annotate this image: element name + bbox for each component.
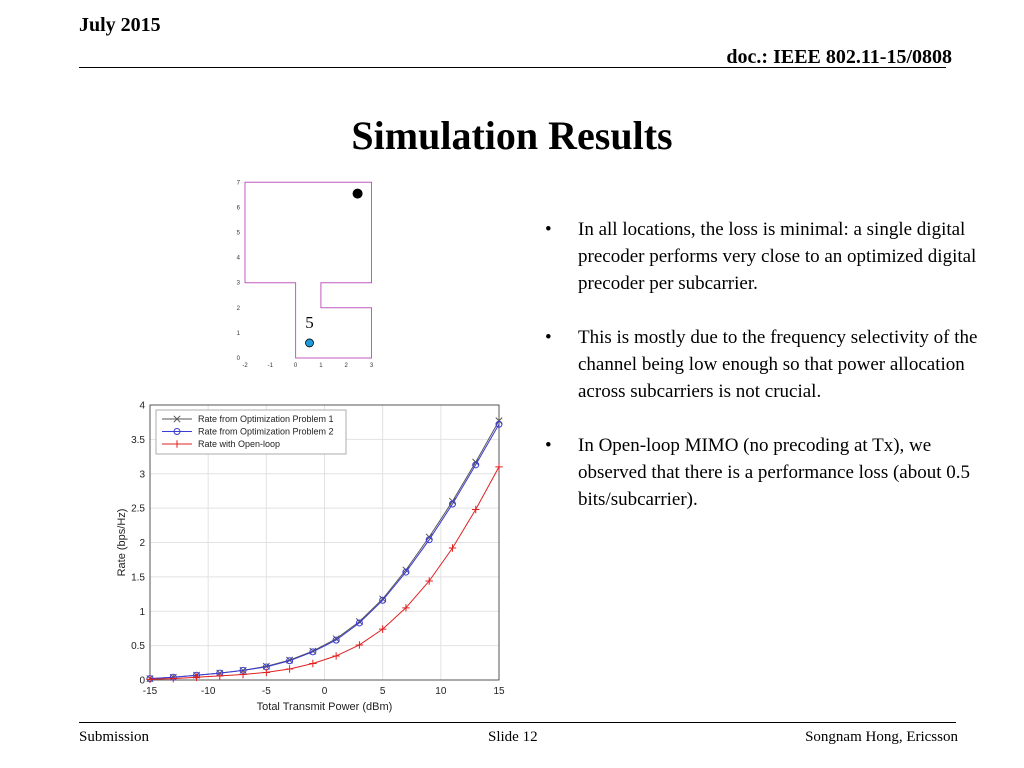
y-tick-label: 1 bbox=[139, 607, 145, 618]
data-point bbox=[285, 665, 294, 673]
data-point bbox=[309, 659, 317, 668]
bullet-dot-icon: • bbox=[545, 435, 552, 456]
floorplan-x-tick-label: 0 bbox=[294, 363, 298, 369]
location-label: 5 bbox=[305, 313, 314, 332]
x-tick-label: 10 bbox=[435, 686, 447, 697]
series-3 bbox=[146, 463, 503, 684]
y-tick-label: 3.5 bbox=[131, 435, 145, 446]
floorplan-y-tick-label: 6 bbox=[237, 205, 241, 211]
x-axis-label: Total Transmit Power (dBm) bbox=[257, 701, 393, 713]
floorplan-y-tick-label: 7 bbox=[237, 180, 241, 186]
floorplan-x-tick-label: -1 bbox=[268, 363, 274, 369]
floorplan-y-tick-label: 5 bbox=[237, 231, 241, 237]
chart-legend: Rate from Optimization Problem 1 Rate fro… bbox=[155, 409, 347, 455]
series-line bbox=[149, 424, 500, 680]
footer-slide-number: Slide 12 bbox=[488, 729, 538, 745]
y-axis-label: Rate (bps/Hz) bbox=[116, 509, 128, 577]
y-tick-label: 1.5 bbox=[131, 572, 145, 583]
data-point bbox=[472, 461, 480, 469]
x-tick-label: -5 bbox=[262, 686, 271, 697]
y-tick-label: 0.5 bbox=[131, 641, 145, 652]
data-point bbox=[472, 505, 480, 514]
data-point bbox=[332, 636, 340, 644]
transmitter-dot-icon bbox=[352, 188, 363, 199]
floorplan-y-tick-label: 1 bbox=[237, 331, 241, 337]
data-point bbox=[309, 648, 317, 656]
data-point bbox=[332, 652, 340, 660]
data-point bbox=[286, 656, 294, 664]
y-tick-label: 2 bbox=[139, 538, 145, 549]
x-tick-label: 5 bbox=[380, 686, 386, 697]
bullet-text: In all locations, the loss is minimal: a… bbox=[578, 219, 977, 294]
receiver-dot-icon bbox=[305, 338, 314, 348]
footer-author: Songnam Hong, Ericsson bbox=[805, 729, 958, 745]
data-point bbox=[309, 647, 317, 655]
floorplan-y-tick-label: 3 bbox=[237, 281, 241, 287]
floorplan-x-tick-label: 1 bbox=[319, 363, 323, 369]
data-point bbox=[286, 657, 294, 665]
floorplan-x-tick-label: 2 bbox=[345, 363, 349, 369]
slide-title: Simulation Results bbox=[351, 113, 673, 158]
data-point bbox=[173, 440, 181, 448]
floorplan-y-tick-label: 4 bbox=[237, 256, 241, 262]
data-point bbox=[425, 577, 433, 585]
data-point bbox=[448, 500, 456, 508]
data-point bbox=[146, 675, 154, 684]
y-tick-label: 4 bbox=[139, 401, 145, 412]
data-point bbox=[378, 625, 387, 633]
data-point bbox=[402, 566, 410, 574]
floorplan-figure: -2 -1 0 1 2 3 0 1 2 3 4 5 6 7 5 bbox=[237, 180, 374, 369]
bullet-item: • This is mostly due to the frequency se… bbox=[545, 324, 995, 405]
y-tick-label: 0 bbox=[139, 676, 145, 687]
data-point bbox=[448, 544, 457, 552]
y-tick-label: 3 bbox=[139, 469, 145, 480]
data-point bbox=[173, 415, 181, 423]
bullet-dot-icon: • bbox=[545, 327, 552, 348]
bullet-text: In Open-loop MIMO (no precoding at Tx), … bbox=[578, 435, 971, 510]
data-point bbox=[192, 673, 201, 681]
data-point bbox=[402, 568, 410, 576]
data-point bbox=[262, 668, 271, 677]
data-point bbox=[379, 596, 387, 604]
floorplan-x-tick-label: -2 bbox=[242, 363, 248, 369]
bullet-item: • In all locations, the loss is minimal:… bbox=[545, 216, 995, 297]
bullet-dot-icon: • bbox=[545, 219, 552, 240]
data-point bbox=[355, 641, 364, 649]
rate-chart: -15 -10 -5 0 5 10 15 0 0.5 1 1.5 2 2.5 3 3.5 4 Total Tra… bbox=[116, 401, 505, 714]
x-tick-label: 0 bbox=[322, 686, 328, 697]
footer-rule bbox=[79, 722, 956, 723]
bullet-item: • In Open-loop MIMO (no precoding at Tx)… bbox=[545, 432, 995, 513]
bullet-list: • In all locations, the loss is minimal:… bbox=[545, 216, 995, 540]
x-tick-label: -15 bbox=[143, 686, 158, 697]
floorplan-y-tick-label: 0 bbox=[237, 356, 241, 362]
bullet-text: This is mostly due to the frequency sele… bbox=[578, 327, 978, 402]
data-point bbox=[169, 674, 177, 683]
x-tick-label: 15 bbox=[493, 686, 505, 697]
floorplan-x-tick-label: 3 bbox=[370, 363, 374, 369]
data-point bbox=[495, 420, 503, 428]
data-point bbox=[355, 619, 363, 627]
data-point bbox=[379, 595, 387, 603]
plot-frame bbox=[149, 404, 500, 681]
data-point bbox=[425, 536, 433, 544]
legend-label: Rate with Open-loop bbox=[198, 439, 280, 449]
header-doc-id: doc.: IEEE 802.11-15/0808 bbox=[726, 46, 952, 68]
data-point bbox=[402, 604, 410, 612]
data-point bbox=[355, 618, 363, 626]
data-point bbox=[216, 672, 224, 680]
x-tick-label: -10 bbox=[201, 686, 216, 697]
y-tick-label: 2.5 bbox=[131, 504, 145, 515]
floorplan-y-tick-label: 2 bbox=[237, 306, 241, 312]
data-point bbox=[173, 428, 181, 435]
legend-label: Rate from Optimization Problem 2 bbox=[198, 427, 334, 437]
floorplan-outline bbox=[244, 181, 372, 359]
header-date: July 2015 bbox=[79, 14, 161, 36]
footer-submission: Submission bbox=[79, 729, 150, 745]
legend-label: Rate from Optimization Problem 1 bbox=[198, 414, 334, 424]
header-rule bbox=[79, 67, 946, 68]
data-point bbox=[262, 662, 270, 670]
data-point bbox=[239, 670, 247, 679]
data-point bbox=[495, 463, 503, 471]
series-line bbox=[149, 466, 500, 680]
